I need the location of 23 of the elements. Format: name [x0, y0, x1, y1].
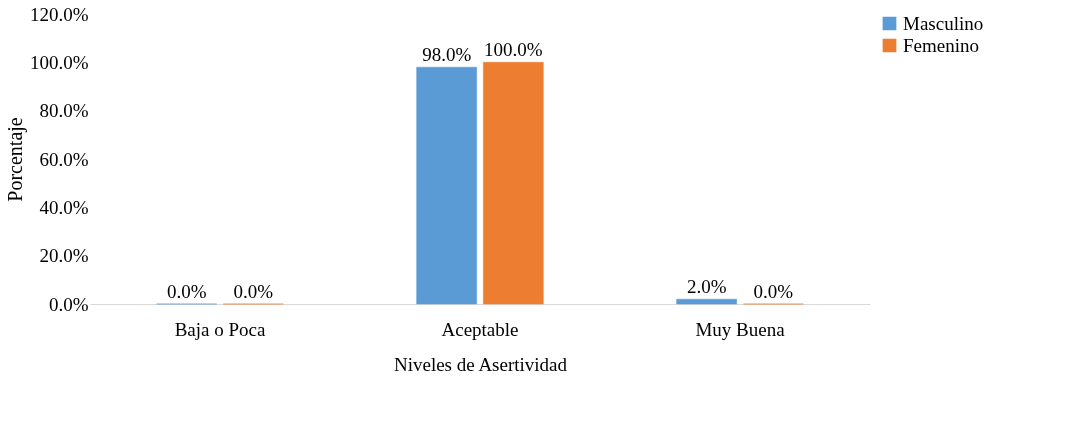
x-tick-label: Muy Buena [695, 318, 786, 340]
y-tick-label: 80.0% [39, 100, 89, 122]
y-tick-label: 60.0% [39, 148, 89, 170]
bar [676, 298, 737, 305]
data-label: 0.0% [753, 281, 794, 302]
data-label: 0.0% [233, 281, 274, 302]
data-label: 0.0% [166, 281, 207, 302]
y-tick-label: 40.0% [39, 196, 89, 218]
data-label: 100.0% [484, 39, 543, 61]
legend-label: Masculino [903, 12, 984, 34]
y-tick-label: 0.0% [48, 293, 89, 315]
legend-label: Femenino [903, 34, 979, 56]
y-axis-title: Porcentaje [3, 117, 27, 202]
x-axis-title: Niveles de Asertividad [393, 353, 568, 375]
bar [416, 66, 477, 305]
x-tick-label: Aceptable [441, 318, 519, 340]
y-tick-label: 120.0% [29, 3, 89, 25]
y-tick-label: 20.0% [39, 245, 89, 267]
y-tick-label: 100.0% [29, 51, 89, 73]
data-label: 98.0% [422, 44, 472, 66]
bar [483, 62, 544, 305]
x-tick-label: Baja o Poca [174, 318, 266, 340]
data-label: 2.0% [686, 276, 727, 298]
